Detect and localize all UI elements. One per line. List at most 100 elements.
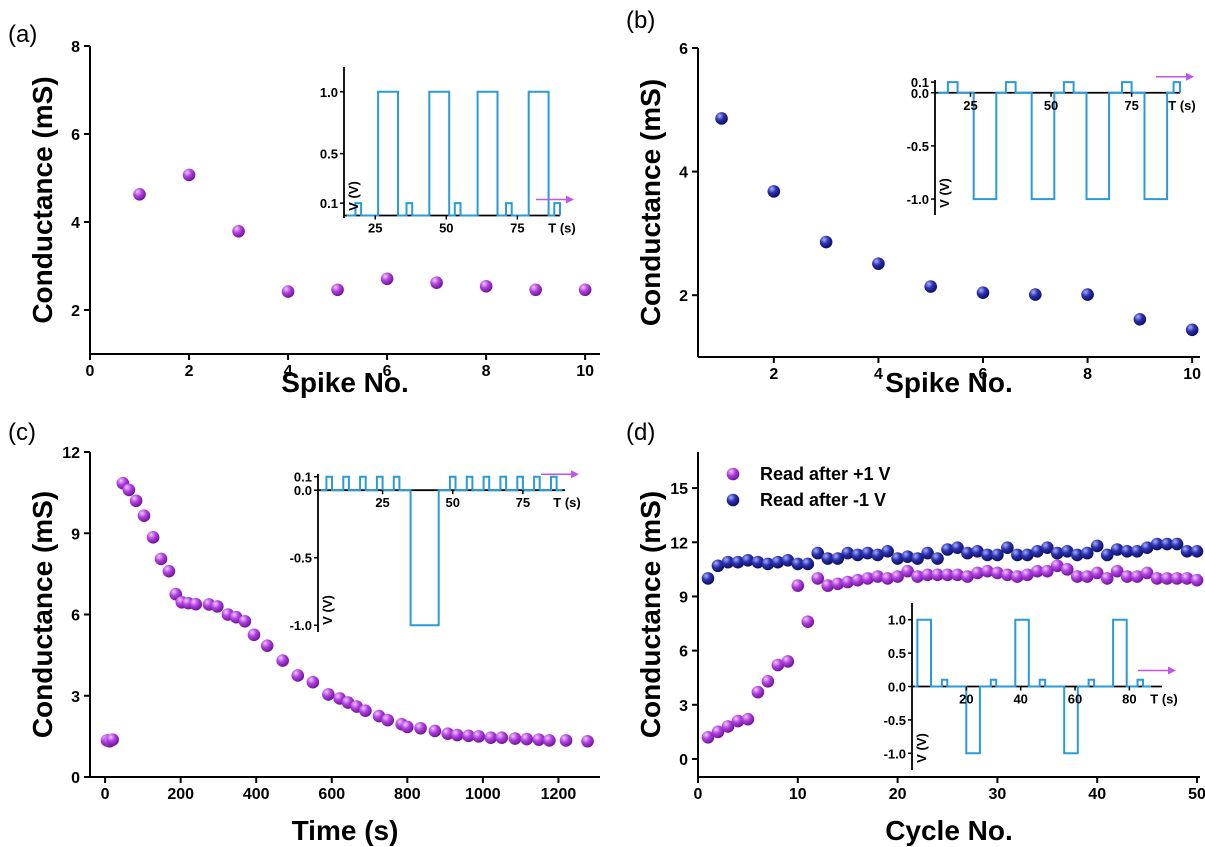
inset-y-label: V (V) [346,181,361,211]
data-point-series-1 [1130,570,1144,583]
data-point-series-1 [781,655,795,668]
data-point-series-1 [941,568,954,582]
data-point-series-1 [182,168,196,182]
data-point-series-1 [520,732,534,746]
data-point-series-1 [238,614,252,628]
data-point-series-1 [1041,564,1054,578]
data-point-series-1 [881,572,894,585]
data-point-series-1 [380,272,394,286]
x-tick-label: 8 [1083,366,1092,383]
data-point-series-2 [1140,541,1154,554]
data-point-series-2 [1070,548,1084,562]
data-point-series-1 [961,570,974,583]
x-tick-label: 800 [394,786,421,803]
y-axis-title: Conductance (mS) [27,491,58,738]
data-point-series-2 [781,554,795,567]
inset-y-tick-label: -1.0 [884,746,906,761]
data-point-series-1 [331,283,344,297]
data-point-series-1 [791,579,805,592]
data-point-series-1 [211,600,224,613]
x-tick-label: 0 [694,786,703,803]
data-point-series-1 [761,675,775,688]
data-point-series-2 [701,572,715,585]
data-point-series-2 [1160,537,1174,551]
inset-x-tick-label: 75 [516,495,530,510]
y-tick-label: 6 [679,41,688,58]
inset-y-tick-label: 0.1 [320,196,338,211]
data-point-series-1 [559,734,573,747]
data-point-series-2 [1170,537,1184,551]
y-tick-label: 6 [71,127,80,144]
data-point-series-1 [232,224,245,238]
data-point-series-1 [529,283,542,297]
inset-y-tick-label: 0.5 [888,646,906,661]
data-point-series-1 [162,564,176,578]
data-point-series-2 [721,555,735,569]
data-point-series-1 [851,573,864,587]
data-point-series-1 [381,713,394,727]
inset-y-tick-label: -0.5 [884,713,906,728]
data-point-series-2 [931,552,944,565]
inset-y-tick-label: 0.0 [911,86,929,101]
data-point-series-1 [1140,566,1154,580]
data-point-series-1 [721,720,735,733]
data-point-series-2 [821,552,835,565]
data-point-series-2 [1090,539,1104,553]
inset-y-tick-label: 0.1 [911,75,929,90]
x-tick-label: 0 [86,363,95,380]
data-point-series-2 [991,548,1004,562]
inset-y-tick-label: 0.0 [294,483,312,498]
data-point-series-2 [791,557,805,571]
y-tick-label: 6 [71,608,80,625]
data-point-series-2 [861,546,874,560]
inset-x-label: T (s) [1168,98,1195,113]
data-point-series-2 [961,546,974,560]
panel-c-label: (c) [8,419,36,446]
data-point-series-1 [479,279,493,293]
data-point-series-1 [137,509,151,522]
inset-x-tick-label: 20 [959,692,973,707]
data-point-series-1 [771,658,785,672]
panel-a-label: (a) [8,21,37,48]
data-point-series-2 [921,546,934,560]
x-tick-label: 10 [1183,366,1201,383]
x-axis-title: Time (s) [292,815,399,846]
inset-x-tick-label: 25 [963,98,977,113]
data-point-series-2 [1001,541,1014,554]
data-point-series-1 [1081,288,1094,301]
inset-y-tick-label: 0.5 [320,147,338,162]
data-point-series-1 [701,730,715,744]
inset-x-tick-label: 50 [1044,98,1058,113]
data-point-series-1 [1160,572,1174,585]
inset-waveform [346,90,561,217]
inset-waveform [914,618,1152,755]
data-point-series-1 [901,564,914,578]
x-tick-label: 50 [1188,786,1205,803]
panel-a-plot: 0 2 4 6 8 10 2 4 6 8 Spike No. Conductance (mS) 25 50… [27,39,600,398]
inset-x-tick-label: 40 [1013,692,1027,707]
y-axis-title: Conductance (mS) [635,79,666,326]
data-point-series-1 [951,568,964,582]
x-tick-label: 600 [318,786,345,803]
y-tick-label: 15 [670,481,688,498]
data-point-series-1 [767,185,781,198]
data-point-series-1 [1120,570,1134,583]
data-point-series-1 [924,280,937,293]
inset-y-tick-label: 1.0 [888,613,906,628]
data-point-series-1 [921,568,934,582]
data-point-series-1 [1031,564,1044,578]
inset-y-tick-label: -0.5 [290,551,312,566]
panel-d-label: (d) [626,419,655,446]
y-tick-label: 3 [679,698,688,715]
y-tick-label: 3 [71,689,80,706]
inset-x-tick-label: 80 [1122,692,1136,707]
legend-marker [726,467,740,481]
data-point-series-2 [1100,548,1114,562]
data-point-series-1 [751,685,765,699]
data-point-series-2 [1041,541,1054,554]
x-tick-label: 4 [874,366,883,383]
x-tick-label: 30 [989,786,1007,803]
data-point-series-1 [741,712,755,726]
data-point-series-1 [276,654,289,667]
x-tick-label: 10 [576,363,594,380]
